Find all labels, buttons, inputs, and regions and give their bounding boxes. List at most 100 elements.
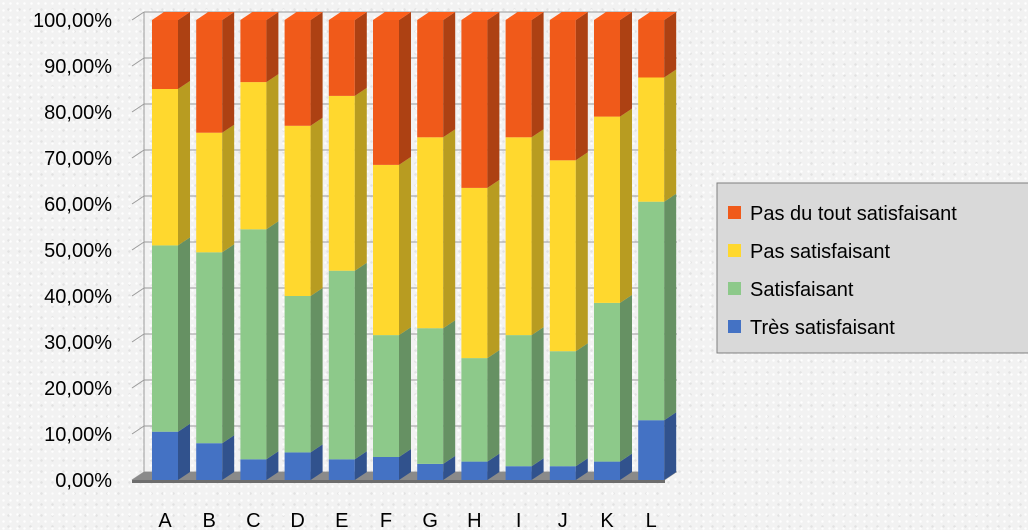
- x-tick-label: F: [380, 510, 392, 530]
- bar-top: [284, 12, 323, 20]
- bar-top: [196, 12, 235, 20]
- bar-segment-side: [266, 451, 279, 480]
- y-tick-label: 10,00%: [44, 424, 112, 446]
- bar-segment-side: [310, 288, 323, 453]
- bar-segment: [196, 132, 223, 253]
- bar-segment: [417, 20, 444, 138]
- bar-segment: [461, 461, 488, 480]
- bar-segment-side: [620, 453, 632, 480]
- gridline-side: [131, 287, 145, 297]
- bar-segment: [638, 77, 665, 202]
- bar-segment-side: [266, 12, 279, 83]
- bars: [152, 12, 677, 480]
- gridline-side: [131, 195, 145, 205]
- x-tick-label: J: [558, 510, 568, 530]
- bar-segment: [240, 459, 267, 480]
- bar-segment-side: [399, 156, 411, 336]
- y-tick-label: 20,00%: [44, 378, 112, 400]
- y-tick-label: 50,00%: [44, 240, 112, 262]
- x-tick-label: H: [467, 510, 481, 530]
- bar-segment: [549, 20, 576, 161]
- bar-segment: [505, 20, 532, 138]
- legend-label: Satisfaisant: [750, 279, 854, 301]
- gridline-side: [131, 57, 145, 67]
- bar-segment: [373, 164, 399, 336]
- legend-swatch: [728, 244, 741, 257]
- bar-segment: [505, 335, 532, 467]
- y-tick-label: 0,00%: [55, 470, 112, 492]
- legend-label: Pas satisfaisant: [750, 241, 891, 263]
- bar-segment-side: [178, 237, 190, 432]
- bar-segment: [373, 457, 399, 480]
- bar-segment: [240, 229, 267, 460]
- x-tick-label: E: [335, 510, 348, 530]
- legend: Pas du tout satisfaisant Pas satisfaisant…: [716, 182, 1028, 354]
- bar-segment: [328, 270, 355, 460]
- bar-segment-side: [178, 81, 190, 246]
- legend-swatch: [728, 282, 741, 295]
- bar-segment-side: [310, 117, 323, 296]
- bar-segment-side: [487, 179, 500, 359]
- y-tick-label: 40,00%: [44, 286, 112, 308]
- x-tick-label: L: [646, 510, 657, 530]
- bar-segment-side: [443, 455, 456, 480]
- legend-label: Pas du tout satisfaisant: [750, 203, 957, 225]
- bar-segment: [549, 351, 576, 467]
- bar-segment-side: [354, 87, 367, 271]
- x-tick-label: A: [158, 510, 172, 530]
- bar-segment: [461, 358, 488, 462]
- bar-segment: [461, 20, 488, 188]
- x-axis-ticks: A B C D E F G H I J K L: [158, 510, 656, 530]
- bar-segment: [196, 252, 223, 444]
- bar-segment-side: [310, 12, 323, 126]
- bar-segment: [373, 20, 399, 165]
- gridline-side: [131, 149, 145, 159]
- y-tick-label: 90,00%: [44, 56, 112, 78]
- y-tick-label: 30,00%: [44, 332, 112, 354]
- y-axis-ticks: 0,00% 10,00% 20,00% 30,00% 40,00% 50,00% 60,00…: [33, 10, 112, 492]
- y-tick-label: 100,00%: [33, 10, 112, 32]
- bar-segment-side: [531, 327, 544, 467]
- bar-segment: [594, 20, 620, 117]
- bar-segment: [284, 296, 311, 453]
- bar-segment: [638, 20, 665, 78]
- bar-segment: [373, 335, 399, 457]
- bar-segment: [284, 452, 311, 480]
- x-tick-label: G: [422, 510, 438, 530]
- bar-segment-side: [664, 412, 677, 480]
- bar-segment-side: [443, 12, 456, 138]
- bar-segment: [328, 95, 355, 271]
- gridline-side: [131, 241, 145, 251]
- bar-segment-side: [443, 129, 456, 329]
- bar-top: [594, 12, 632, 20]
- gridline-side: [131, 379, 145, 389]
- bar-segment-side: [575, 458, 588, 480]
- bar-top: [373, 12, 411, 20]
- bar-segment-side: [575, 343, 588, 467]
- x-tick-label: D: [290, 510, 304, 530]
- bar-segment-side: [575, 152, 588, 352]
- bar-segment: [284, 125, 311, 296]
- bar-segment-side: [354, 12, 367, 96]
- bar-segment: [328, 459, 355, 480]
- bar-segment: [152, 20, 178, 89]
- gridline-side: [131, 11, 145, 21]
- bar-segment: [549, 466, 576, 480]
- bar-top: [638, 12, 677, 20]
- bar-segment: [196, 20, 223, 133]
- bar-segment-side: [399, 12, 411, 165]
- bar-segment: [505, 137, 532, 336]
- bar-segment-side: [664, 12, 677, 78]
- bar-segment-side: [354, 451, 367, 480]
- bar-segment-side: [354, 262, 367, 460]
- bar-segment: [505, 466, 532, 480]
- x-tick-label: I: [516, 510, 522, 530]
- bar-segment: [240, 82, 267, 230]
- bar-top: [152, 12, 190, 20]
- bar-segment: [638, 201, 665, 421]
- bar-segment-side: [575, 12, 588, 161]
- bar-segment-side: [222, 124, 235, 253]
- bar-top: [240, 12, 279, 20]
- bar-segment-side: [443, 320, 456, 464]
- y-tick-label: 70,00%: [44, 148, 112, 170]
